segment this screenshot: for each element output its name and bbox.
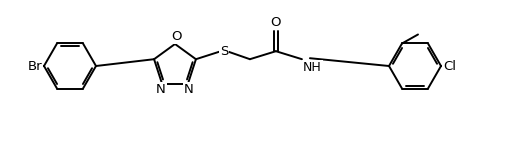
Text: N: N <box>184 83 194 96</box>
Text: NH: NH <box>303 61 322 74</box>
Text: O: O <box>171 30 181 43</box>
Text: O: O <box>271 16 281 29</box>
Text: Br: Br <box>27 60 42 73</box>
Text: N: N <box>156 83 166 96</box>
Text: Cl: Cl <box>443 60 456 73</box>
Text: S: S <box>220 45 228 58</box>
